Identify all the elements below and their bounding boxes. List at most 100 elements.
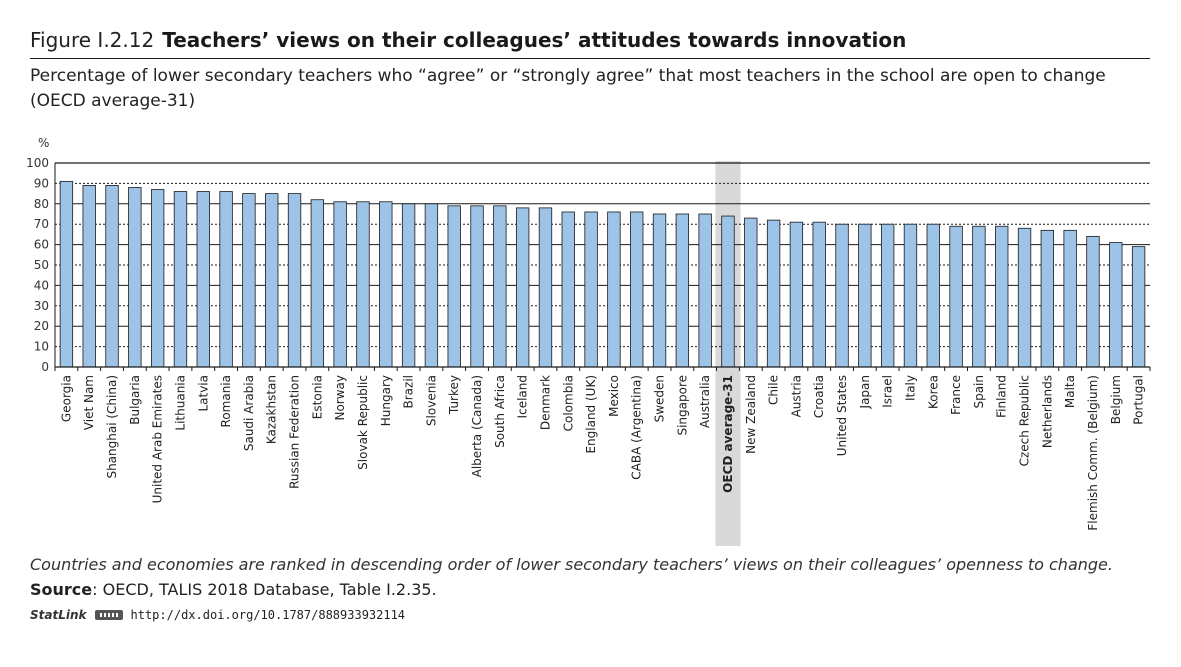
figure-name: Teachers’ views on their colleagues’ att… bbox=[162, 28, 907, 52]
bar bbox=[1109, 242, 1123, 368]
x-tick-label: Denmark bbox=[538, 375, 552, 430]
bar bbox=[356, 201, 370, 368]
x-tick-label: Italy bbox=[903, 375, 917, 401]
y-tick-label: 30 bbox=[34, 299, 49, 313]
x-tick-label: New Zealand bbox=[744, 375, 758, 454]
bar bbox=[265, 193, 279, 368]
bar bbox=[538, 207, 553, 368]
statlink-icon bbox=[94, 610, 123, 620]
x-tick-label: Iceland bbox=[516, 375, 530, 418]
bar bbox=[196, 191, 210, 368]
bar bbox=[835, 223, 849, 368]
x-tick-label: Slovak Republic bbox=[356, 375, 370, 470]
bar bbox=[858, 223, 872, 368]
y-tick-label: 40 bbox=[34, 278, 49, 292]
bar bbox=[698, 213, 712, 368]
bar bbox=[1086, 236, 1100, 368]
bar bbox=[310, 199, 325, 368]
figure-title: Figure I.2.12 Teachers’ views on their co… bbox=[30, 26, 906, 54]
bar bbox=[242, 193, 256, 368]
statlink-label: StatLink bbox=[30, 608, 87, 622]
bar bbox=[128, 187, 142, 368]
bar bbox=[1063, 229, 1077, 368]
x-tick-label: Flemish Comm. (Belgium) bbox=[1086, 375, 1100, 531]
x-tick-label: Mexico bbox=[607, 375, 621, 417]
x-tick-label: Chile bbox=[767, 375, 781, 405]
bar bbox=[424, 203, 439, 368]
x-tick-label: Austria bbox=[789, 375, 803, 417]
x-tick-label: Singapore bbox=[675, 375, 689, 436]
bar bbox=[744, 217, 758, 368]
x-tick-label: Japan bbox=[858, 375, 872, 409]
x-tick-label: Spain bbox=[972, 375, 986, 409]
x-tick-label: Latvia bbox=[196, 375, 210, 412]
x-tick-label: Croatia bbox=[812, 375, 826, 418]
x-tick-label: Romania bbox=[219, 375, 233, 427]
x-tick-label: Australia bbox=[698, 375, 712, 428]
bar bbox=[333, 201, 347, 368]
bar bbox=[447, 205, 461, 368]
source-label: Source bbox=[30, 580, 93, 599]
bar bbox=[105, 185, 119, 368]
x-tick-label: Norway bbox=[333, 375, 347, 421]
bar bbox=[584, 211, 598, 368]
x-tick-label: Georgia bbox=[59, 375, 73, 422]
x-tick-label: United Arab Emirates bbox=[151, 375, 165, 503]
bar bbox=[607, 211, 621, 368]
x-tick-label: Bulgaria bbox=[128, 375, 142, 425]
bar bbox=[652, 213, 667, 368]
x-tick-label: Belgium bbox=[1109, 375, 1123, 424]
bar bbox=[721, 215, 735, 368]
bar bbox=[59, 180, 74, 368]
x-tick-label: United States bbox=[835, 375, 849, 456]
x-tick-label: Sweden bbox=[653, 375, 667, 422]
x-tick-label: Finland bbox=[995, 375, 1009, 418]
bar bbox=[493, 205, 507, 368]
source-line: Source: OECD, TALIS 2018 Database, Table… bbox=[30, 580, 437, 599]
y-tick-label: 70 bbox=[34, 217, 49, 231]
bar bbox=[379, 201, 393, 368]
x-tick-label: Slovenia bbox=[424, 375, 438, 426]
source-text: : OECD, TALIS 2018 Database, Table I.2.3… bbox=[92, 580, 437, 599]
x-tick-label: Portugal bbox=[1132, 375, 1146, 425]
statlink-url[interactable]: http://dx.doi.org/10.1787/888933932114 bbox=[130, 608, 406, 622]
x-tick-label: Estonia bbox=[310, 375, 324, 419]
x-tick-label: South Africa bbox=[493, 375, 507, 448]
x-tick-label: Colombia bbox=[561, 375, 575, 431]
x-tick-label: Turkey bbox=[447, 375, 461, 415]
x-tick-label: Viet Nam bbox=[82, 375, 96, 430]
x-tick-label: Israel bbox=[881, 375, 895, 408]
bar bbox=[173, 191, 188, 368]
bar bbox=[82, 185, 96, 368]
x-tick-label: Saudi Arabia bbox=[242, 375, 256, 451]
y-tick-label: 100 bbox=[26, 156, 49, 170]
y-tick-label: 20 bbox=[34, 319, 49, 333]
bar bbox=[812, 221, 826, 368]
x-tick-label: Hungary bbox=[379, 375, 393, 426]
bar bbox=[150, 189, 165, 368]
x-tick-label: Malta bbox=[1063, 375, 1077, 408]
bar bbox=[1017, 227, 1032, 368]
x-tick-label: Russian Federation bbox=[288, 375, 302, 489]
x-tick-label: Shanghai (China) bbox=[105, 375, 119, 479]
bar bbox=[766, 219, 781, 368]
y-tick-label: 60 bbox=[34, 238, 49, 252]
bar bbox=[561, 211, 575, 368]
bar bbox=[1131, 246, 1146, 368]
bar bbox=[401, 203, 416, 368]
bar bbox=[515, 207, 530, 368]
bar bbox=[470, 205, 484, 368]
bar bbox=[219, 191, 233, 368]
x-tick-label: Netherlands bbox=[1040, 375, 1054, 448]
y-tick-label: 80 bbox=[34, 197, 49, 211]
bar bbox=[630, 211, 644, 368]
x-tick-label: Korea bbox=[926, 375, 940, 409]
bar bbox=[949, 225, 963, 368]
bar bbox=[880, 223, 895, 368]
x-tick-label: Alberta (Canada) bbox=[470, 375, 484, 477]
bar bbox=[789, 221, 804, 368]
bar-chart: % 10 20 30 40 50 60 70 80 90 100 0 Georgia Viet Nam Sh… bbox=[26, 136, 1151, 546]
x-tick-label: OECD average-31 bbox=[721, 375, 735, 493]
x-tick-label: France bbox=[949, 375, 963, 415]
x-tick-label: Kazakhstan bbox=[265, 375, 279, 444]
